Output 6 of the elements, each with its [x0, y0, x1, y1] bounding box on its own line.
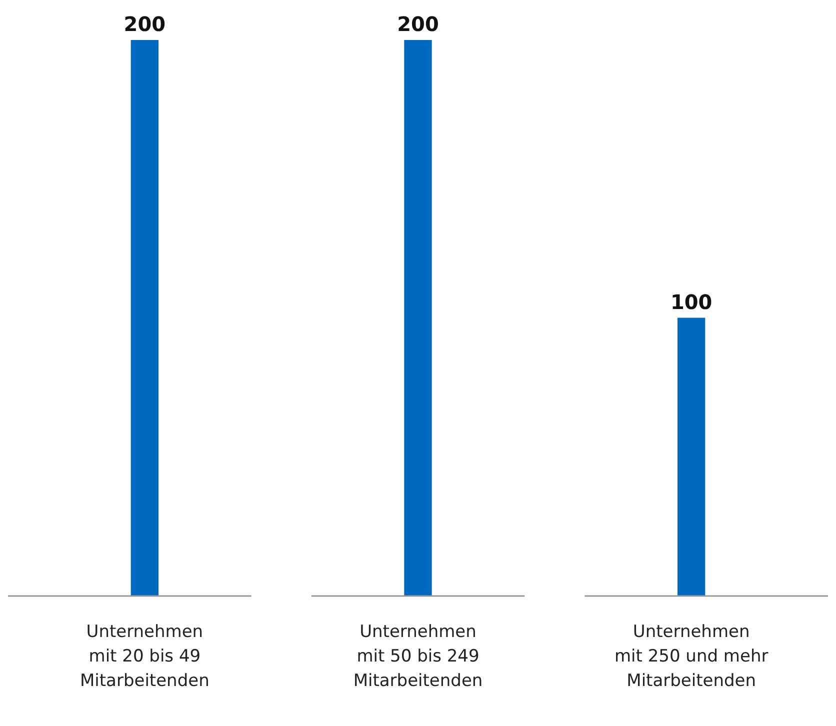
data-label: 200: [397, 12, 439, 36]
data-label: 100: [670, 290, 712, 314]
x-tick-label: Unternehmen mit 250 und mehr Mitarbeitenden: [614, 622, 768, 692]
x-tick-label: Unternehmen mit 50 bis 249 Mitarbeitenden: [353, 622, 483, 692]
x-tick-label: Unternehmen mit 20 bis 49 Mitarbeitenden: [80, 622, 210, 692]
data-label: 200: [124, 12, 166, 36]
